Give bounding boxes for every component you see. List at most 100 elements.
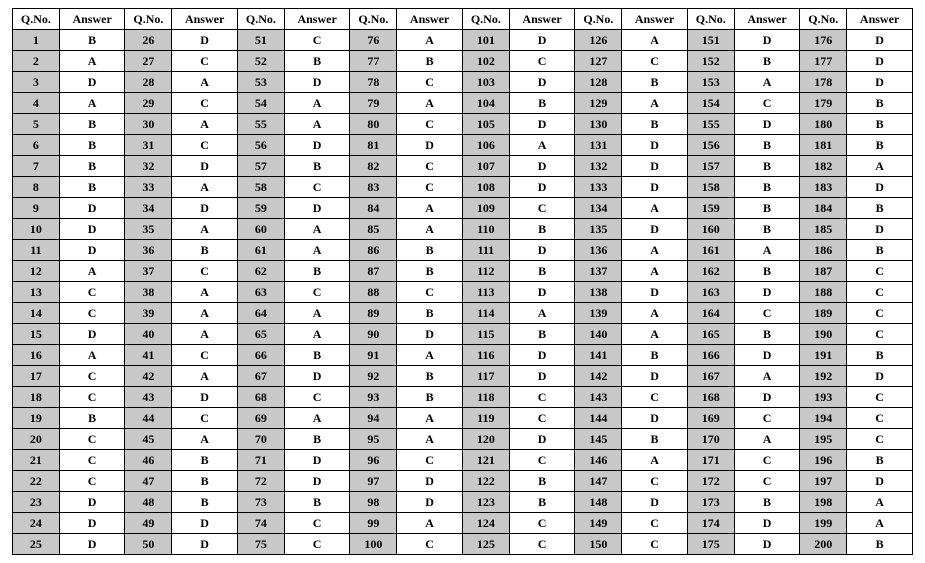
answer-cell: A [172,324,238,345]
table-row: 3D28A53D78C103D128B153A178D [13,72,913,93]
answer-cell: A [172,282,238,303]
qno-cell: 50 [125,534,172,555]
table-row: 25D50D75C100C125C150C175D200B [13,534,913,555]
answer-cell: A [59,93,125,114]
answer-cell: D [284,366,350,387]
answer-cell: A [734,72,800,93]
qno-cell: 156 [687,135,734,156]
qno-cell: 187 [800,261,847,282]
qno-cell: 99 [350,513,397,534]
answer-cell: C [734,408,800,429]
answer-cell: B [509,492,575,513]
qno-cell: 25 [13,534,60,555]
answer-cell: B [284,345,350,366]
answer-cell: D [59,492,125,513]
qno-cell: 80 [350,114,397,135]
answer-cell: B [734,219,800,240]
qno-cell: 30 [125,114,172,135]
table-row: 5B30A55A80C105D130B155D180B [13,114,913,135]
qno-cell: 121 [462,450,509,471]
answer-cell: D [509,429,575,450]
header-answer: Answer [397,9,463,30]
answer-cell: C [397,282,463,303]
answer-cell: A [59,261,125,282]
header-answer: Answer [734,9,800,30]
answer-cell: D [734,30,800,51]
answer-cell: C [59,450,125,471]
answer-cell: D [622,492,688,513]
qno-cell: 37 [125,261,172,282]
answer-cell: A [284,219,350,240]
qno-cell: 26 [125,30,172,51]
qno-cell: 138 [575,282,622,303]
answer-cell: D [622,135,688,156]
header-answer: Answer [847,9,913,30]
qno-cell: 10 [13,219,60,240]
qno-cell: 186 [800,240,847,261]
answer-cell: B [622,429,688,450]
qno-cell: 54 [237,93,284,114]
answer-cell: B [59,114,125,135]
answer-cell: D [59,240,125,261]
answer-cell: B [847,93,913,114]
answer-cell: A [847,492,913,513]
qno-cell: 130 [575,114,622,135]
answer-cell: D [734,345,800,366]
qno-cell: 33 [125,177,172,198]
qno-cell: 147 [575,471,622,492]
qno-cell: 165 [687,324,734,345]
qno-cell: 96 [350,450,397,471]
answer-cell: A [734,366,800,387]
answer-cell: C [509,450,575,471]
table-row: 22C47B72D97D122B147C172C197D [13,471,913,492]
answer-cell: D [59,534,125,555]
table-row: 14C39A64A89B114A139A164C189C [13,303,913,324]
answer-cell: A [172,429,238,450]
table-row: 21C46B71D96C121C146A171C196B [13,450,913,471]
qno-cell: 42 [125,366,172,387]
answer-cell: D [172,387,238,408]
qno-cell: 106 [462,135,509,156]
qno-cell: 196 [800,450,847,471]
answer-cell: D [734,513,800,534]
header-qno: Q.No. [13,9,60,30]
answer-cell: C [172,345,238,366]
qno-cell: 60 [237,219,284,240]
answer-cell: A [284,93,350,114]
answer-cell: A [622,324,688,345]
answer-cell: B [397,51,463,72]
answer-cell: D [622,177,688,198]
answer-cell: B [734,156,800,177]
qno-cell: 53 [237,72,284,93]
answer-cell: D [509,72,575,93]
table-row: 19B44C69A94A119C144D169C194C [13,408,913,429]
qno-cell: 47 [125,471,172,492]
header-answer: Answer [59,9,125,30]
qno-cell: 143 [575,387,622,408]
qno-cell: 84 [350,198,397,219]
qno-cell: 177 [800,51,847,72]
answer-cell: B [734,135,800,156]
qno-cell: 133 [575,177,622,198]
answer-cell: D [734,114,800,135]
qno-cell: 95 [350,429,397,450]
qno-cell: 171 [687,450,734,471]
qno-cell: 149 [575,513,622,534]
qno-cell: 97 [350,471,397,492]
table-row: 1B26D51C76A101D126A151D176D [13,30,913,51]
qno-cell: 153 [687,72,734,93]
qno-cell: 5 [13,114,60,135]
qno-cell: 8 [13,177,60,198]
answer-cell: B [847,450,913,471]
answer-cell: C [847,324,913,345]
qno-cell: 126 [575,30,622,51]
answer-cell: A [172,219,238,240]
qno-cell: 164 [687,303,734,324]
answer-cell: A [509,135,575,156]
qno-cell: 67 [237,366,284,387]
qno-cell: 56 [237,135,284,156]
qno-cell: 102 [462,51,509,72]
qno-cell: 62 [237,261,284,282]
header-qno: Q.No. [462,9,509,30]
qno-cell: 93 [350,387,397,408]
